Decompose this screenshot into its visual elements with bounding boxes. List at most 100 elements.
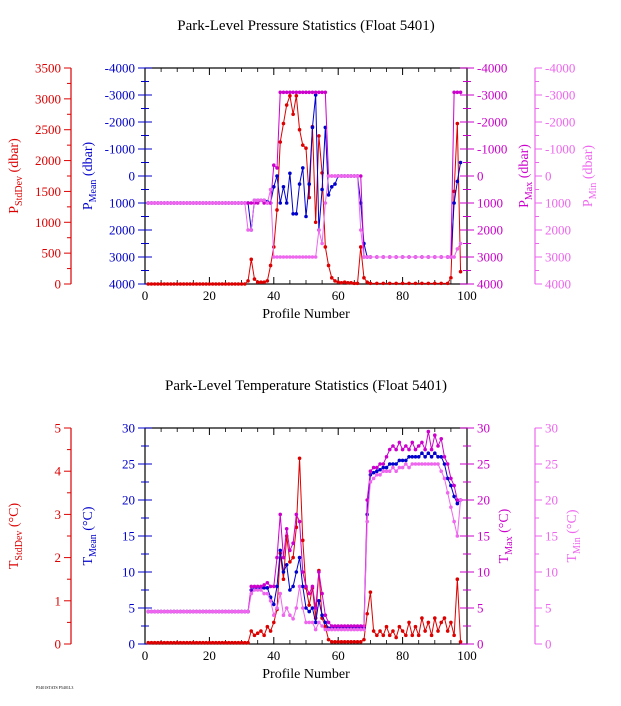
stddev-tick-label: 4 <box>55 464 62 479</box>
mean-data-point <box>291 212 295 216</box>
stddev-data-point <box>365 280 369 284</box>
stddev-data-point <box>172 640 176 645</box>
mean-data-point <box>420 451 424 456</box>
max-data-point <box>272 584 276 589</box>
mean-tick-label: 2000 <box>109 223 135 238</box>
max-data-point <box>275 555 279 560</box>
min-tick-label: -3000 <box>545 88 575 103</box>
min-data-point <box>223 609 228 614</box>
max-data-point <box>265 581 270 585</box>
stddev-data-point <box>336 280 341 284</box>
min-tick-label: 0 <box>545 169 552 184</box>
max-data-point <box>304 584 308 589</box>
mean-data-point <box>313 93 318 97</box>
stddev-data-point <box>375 281 379 286</box>
max-tick-label: 15 <box>477 529 490 544</box>
stddev-data-point <box>442 616 447 620</box>
min-data-point <box>320 241 324 246</box>
mean-data-point <box>378 467 382 472</box>
stddev-data-point <box>381 633 386 638</box>
min-data-point <box>168 201 173 205</box>
stddev-data-point <box>149 282 154 286</box>
min-data-point <box>172 201 176 205</box>
min-data-point <box>397 465 402 470</box>
stddev-data-point <box>272 620 276 625</box>
max-data-point <box>445 462 450 466</box>
min-data-point <box>210 609 215 614</box>
min-data-point <box>381 469 386 474</box>
min-data-point <box>317 228 321 232</box>
stddev-data-point <box>452 189 456 194</box>
max-data-point <box>452 90 456 95</box>
min-data-point <box>304 255 308 259</box>
max-tick-label: 1000 <box>477 196 503 211</box>
min-data-point <box>339 627 344 632</box>
mean-data-point <box>313 620 318 625</box>
min-data-point <box>352 174 357 178</box>
mean-axis-label: PMean (dbar) <box>81 142 99 211</box>
stddev-data-point <box>210 640 215 645</box>
min-data-point <box>262 198 266 203</box>
min-tick-label: 0 <box>545 637 552 652</box>
stddev-data-point <box>384 624 389 629</box>
stddev-data-point <box>168 640 173 645</box>
min-data-point <box>436 462 440 466</box>
stddev-data-point <box>445 281 450 286</box>
stddev-data-point <box>436 629 440 633</box>
stddev-data-point <box>156 282 160 286</box>
stddev-tick-label: 1 <box>55 593 62 608</box>
min-data-point <box>172 609 176 614</box>
max-data-point <box>304 90 308 95</box>
stddev-data-point <box>426 281 431 286</box>
min-series <box>146 462 463 632</box>
mean-tick-label: -2000 <box>105 115 135 130</box>
stddev-data-point <box>307 603 312 607</box>
min-data-point <box>329 174 334 178</box>
min-data-point <box>156 201 160 205</box>
max-data-point <box>455 90 460 95</box>
stddev-data-point <box>362 637 366 642</box>
min-data-point <box>294 606 299 610</box>
stddev-data-point <box>339 280 344 285</box>
temperature-chart-title: Park-Level Temperature Statistics (Float… <box>165 378 447 394</box>
mean-data-point <box>262 586 266 590</box>
stddev-data-point <box>188 282 192 286</box>
min-data-point <box>175 609 179 614</box>
stddev-data-point <box>339 640 344 644</box>
max-tick-label: -4000 <box>477 61 507 76</box>
max-data-point <box>249 201 254 205</box>
mean-tick-label: 20 <box>122 493 135 508</box>
stddev-data-point <box>159 282 163 286</box>
min-data-point <box>275 606 279 610</box>
min-data-point <box>243 609 247 614</box>
mean-data-point <box>326 193 331 197</box>
min-data-point <box>426 255 431 259</box>
min-data-point <box>336 627 341 632</box>
min-data-point <box>452 519 456 524</box>
stddev-data-point <box>313 220 318 225</box>
mean-data-point <box>310 606 315 610</box>
mean-data-point <box>284 563 289 567</box>
mean-data-point <box>291 584 295 589</box>
min-data-point <box>239 609 244 614</box>
max-data-point <box>365 498 369 502</box>
mean-data-point <box>433 451 437 456</box>
footer-file-label: P5401STATS P5401L3 <box>36 685 73 690</box>
stddev-data-point <box>159 640 163 645</box>
stddev-axis-label-main: T <box>7 560 22 569</box>
min-data-point <box>307 255 312 259</box>
min-data-point <box>226 609 231 614</box>
stddev-axis-label-sub: StdDev <box>14 176 25 206</box>
mean-data-point <box>387 462 392 466</box>
stddev-data-point <box>416 633 421 638</box>
stddev-data-point <box>204 282 208 286</box>
min-data-point <box>378 473 382 477</box>
min-data-point <box>326 627 331 632</box>
stddev-data-point <box>404 633 408 638</box>
mean-tick-label: 0 <box>129 637 136 652</box>
stddev-axis-label-sub: StdDev <box>14 531 25 561</box>
mean-tick-label: -4000 <box>105 61 135 76</box>
stddev-data-point <box>336 640 341 644</box>
min-data-point <box>194 609 199 614</box>
stddev-data-point <box>368 281 373 286</box>
